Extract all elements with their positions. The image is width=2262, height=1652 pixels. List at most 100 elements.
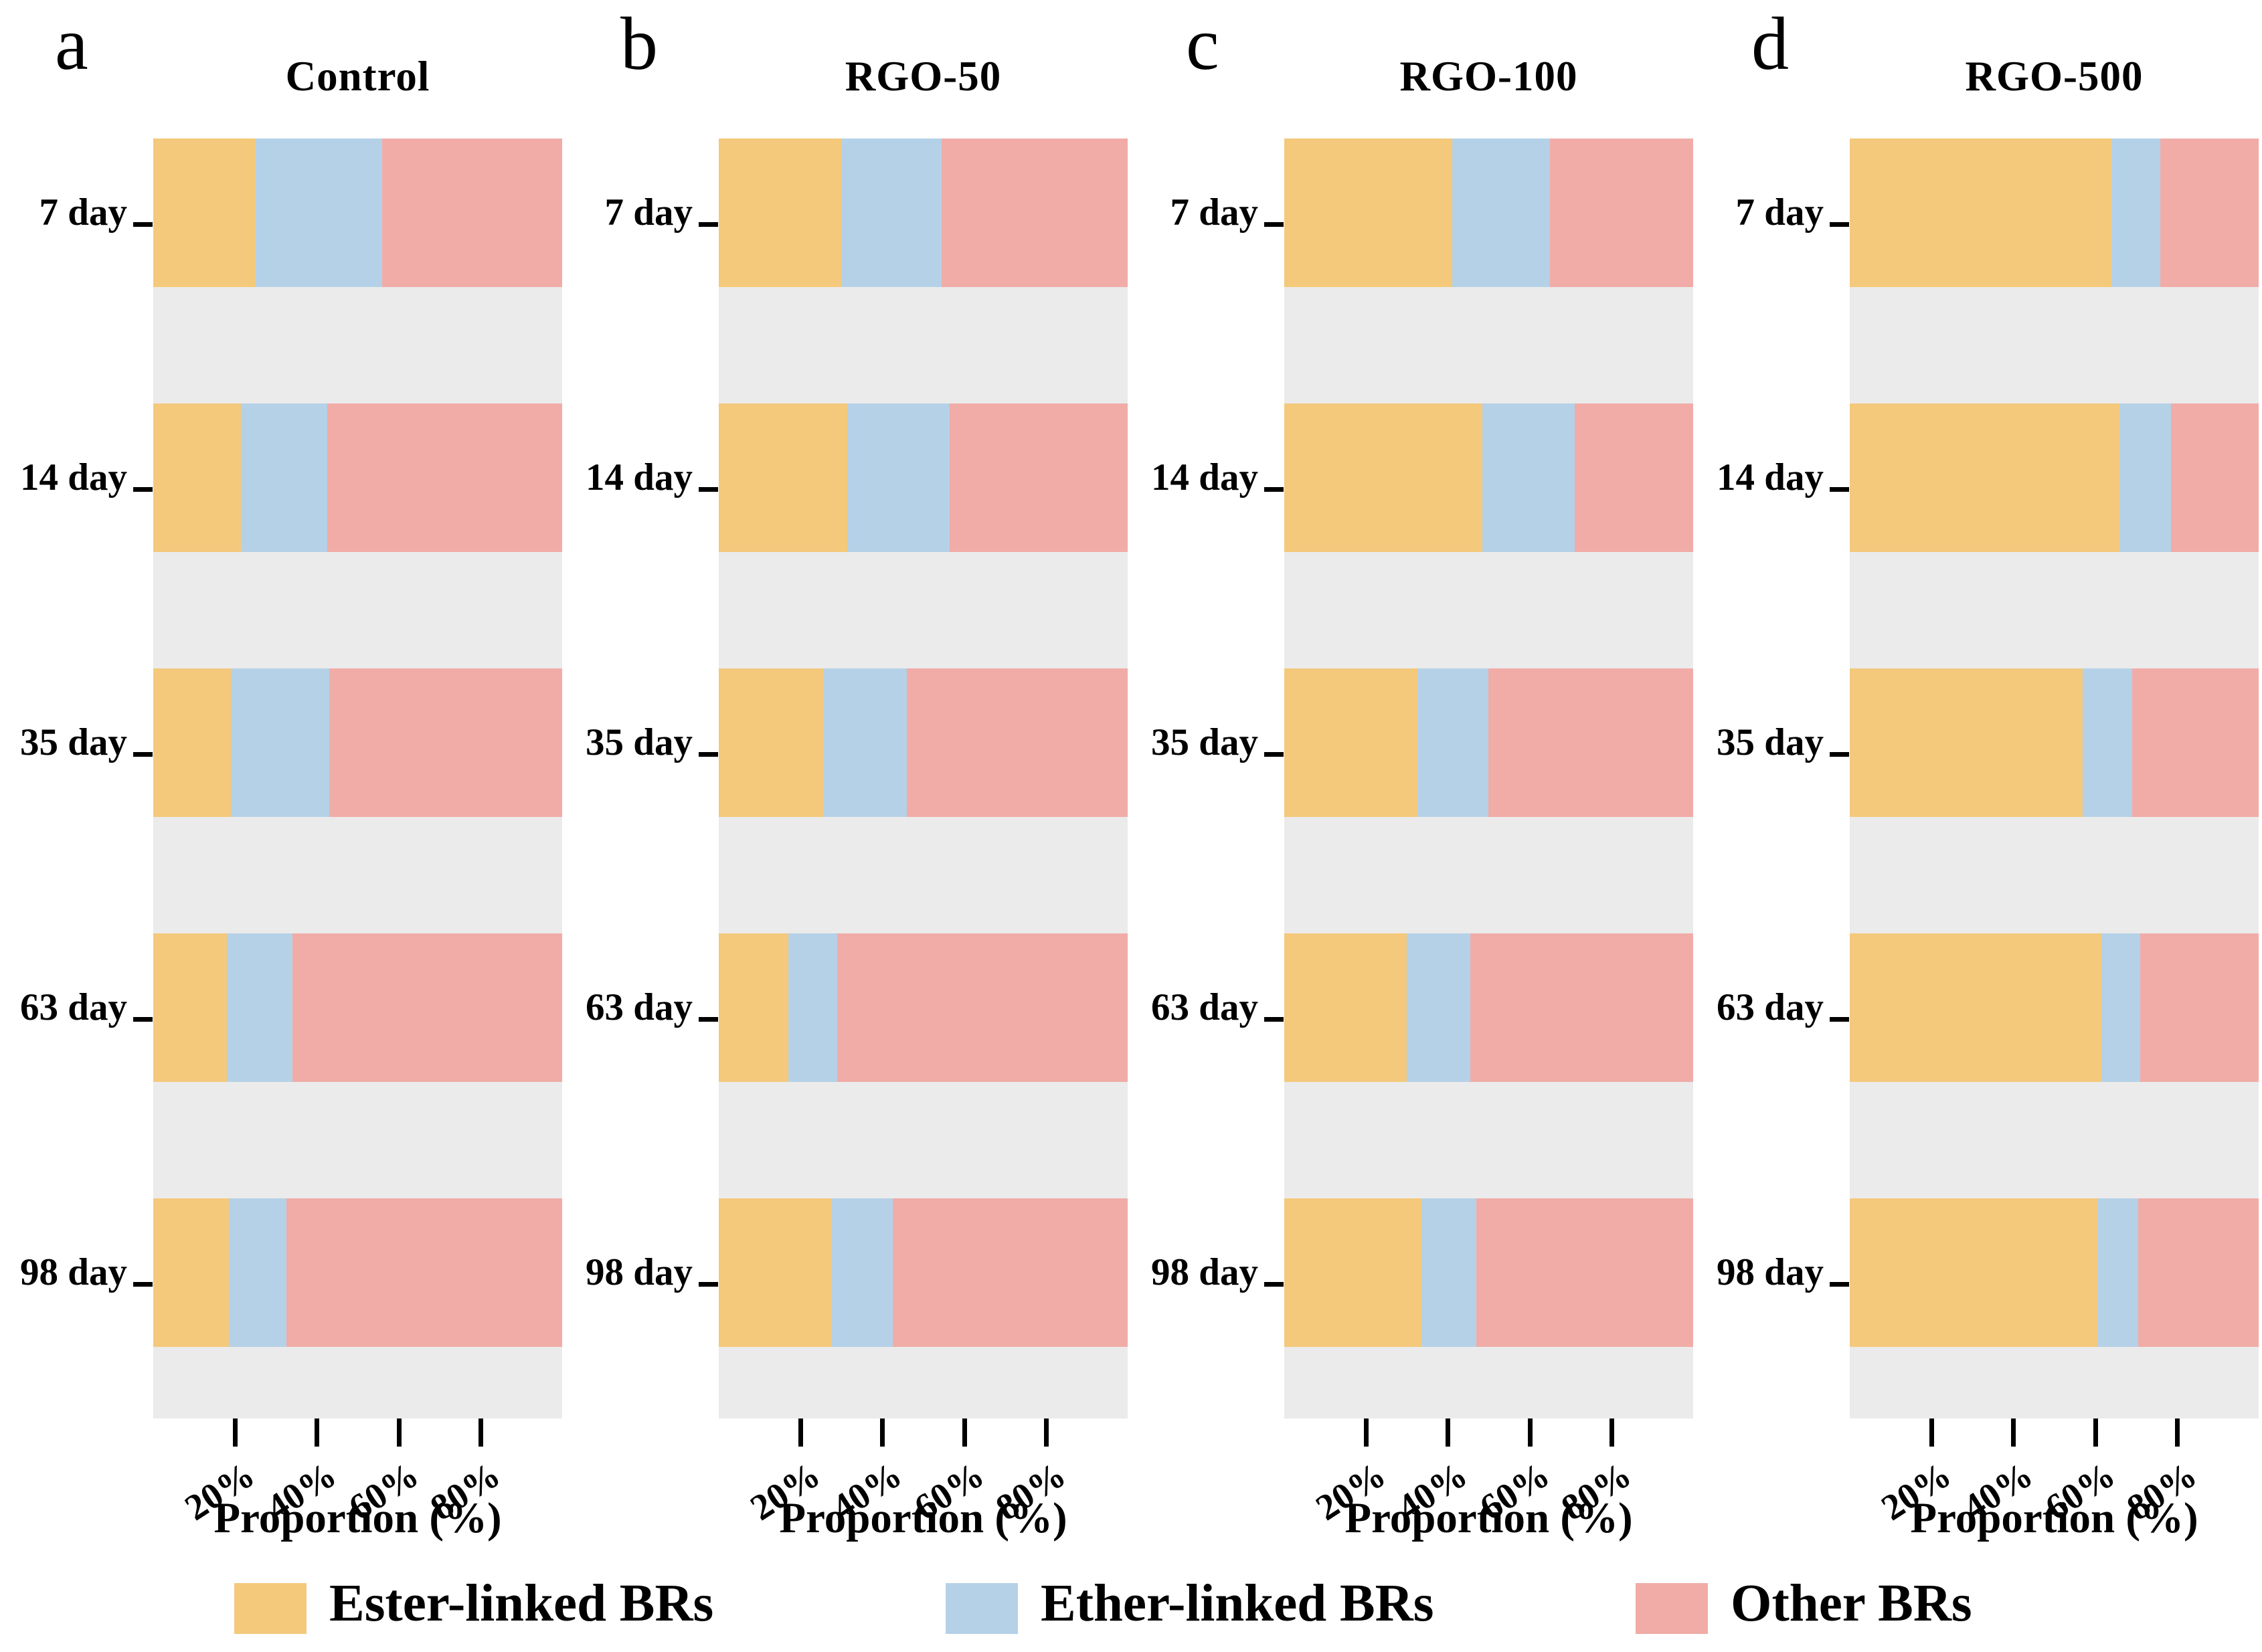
x-axis-tick-20 — [798, 1418, 804, 1447]
bar-segment-ether — [226, 933, 292, 1082]
bar-segment-ether — [1417, 668, 1489, 817]
bar-row-7-day — [153, 139, 562, 287]
legend-swatch-ester — [234, 1583, 307, 1634]
y-axis-tick — [1264, 487, 1284, 492]
y-axis-label-7-day: 7 day — [39, 191, 127, 234]
x-axis-title: Proportion (%) — [1344, 1494, 1633, 1542]
panel-title-c: RGO-100 — [1399, 53, 1578, 100]
y-axis-label-7-day: 7 day — [1735, 191, 1824, 234]
bar-segment-other — [327, 403, 562, 552]
bar-segment-ester — [1284, 403, 1483, 552]
x-axis-tick-20 — [1929, 1418, 1935, 1447]
row-gap — [1284, 552, 1693, 668]
bar-row-98-day — [1850, 1198, 2259, 1347]
bar-segment-ether — [241, 403, 327, 552]
y-axis-tick — [699, 1282, 718, 1287]
x-axis-title: Proportion (%) — [213, 1494, 502, 1542]
bar-row-35-day — [153, 668, 562, 817]
bar-segment-ether — [847, 403, 950, 552]
y-axis-label-98-day: 98 day — [1151, 1251, 1258, 1293]
bar-row-35-day — [719, 668, 1128, 817]
bar-segment-other — [2140, 933, 2259, 1082]
bar-segment-ester — [719, 139, 842, 287]
bar-row-14-day — [1284, 403, 1693, 552]
bar-segment-ether — [788, 933, 838, 1082]
y-axis-label-35-day: 35 day — [586, 721, 693, 763]
bar-row-35-day — [1850, 668, 2259, 817]
y-axis-label-98-day: 98 day — [586, 1251, 693, 1293]
y-axis-label-14-day: 14 day — [1717, 456, 1824, 498]
bar-segment-ester — [153, 1198, 230, 1347]
x-axis-tick-40 — [880, 1418, 885, 1447]
bar-segment-other — [2170, 403, 2259, 552]
bar-segment-other — [1488, 668, 1693, 817]
x-axis-tick-80 — [1609, 1418, 1614, 1447]
bar-segment-ester — [1850, 668, 2083, 817]
bar-segment-ether — [231, 668, 329, 817]
y-axis-tick — [699, 222, 718, 227]
bar-segment-other — [2138, 1198, 2259, 1347]
y-axis-label-63-day: 63 day — [1151, 986, 1258, 1028]
y-axis-tick — [1830, 1017, 1849, 1022]
y-axis-label-63-day: 63 day — [586, 986, 693, 1028]
bar-segment-other — [892, 1198, 1128, 1347]
bar-segment-ester — [1850, 1198, 2097, 1347]
plot-area-c — [1284, 139, 1693, 1418]
bar-segment-other — [329, 668, 562, 817]
bar-segment-ester — [153, 403, 242, 552]
plot-area-a — [153, 139, 562, 1418]
bar-segment-ester — [1850, 933, 2101, 1082]
bar-segment-other — [286, 1198, 562, 1347]
bar-segment-ester — [1284, 933, 1407, 1082]
bar-row-98-day — [1284, 1198, 1693, 1347]
legend-label-ether: Ether-linked BRs — [1041, 1574, 1434, 1633]
y-axis-tick — [1830, 487, 1849, 492]
panel-letter-a: a — [55, 3, 88, 86]
bar-segment-other — [1574, 403, 1693, 552]
x-axis-tick-80 — [2174, 1418, 2180, 1447]
y-axis-label-14-day: 14 day — [1151, 456, 1258, 498]
panel-title-a: Control — [285, 53, 430, 100]
panel-d: d RGO-500 7 day 14 day 35 day 63 day 98 day 20%… — [1696, 0, 2262, 1652]
y-axis-label-35-day: 35 day — [1717, 721, 1824, 763]
y-axis-tick — [1264, 752, 1284, 757]
y-axis-label-98-day: 98 day — [1717, 1251, 1824, 1293]
bar-row-7-day — [1284, 139, 1693, 287]
panel-title-d: RGO-500 — [1965, 53, 2144, 100]
bar-row-7-day — [1850, 139, 2259, 287]
legend-label-other: Other BRs — [1731, 1574, 1972, 1633]
bar-segment-ester — [1850, 403, 2120, 552]
y-axis-tick — [133, 1017, 153, 1022]
bar-row-63-day — [719, 933, 1128, 1082]
y-axis-label-7-day: 7 day — [1170, 191, 1258, 234]
row-gap — [719, 817, 1128, 933]
y-axis-tick — [133, 222, 153, 227]
plot-area-b — [719, 139, 1128, 1418]
y-axis-label-14-day: 14 day — [20, 456, 127, 498]
bar-segment-ether — [255, 139, 383, 287]
y-axis-tick — [1830, 222, 1849, 227]
bar-segment-ester — [719, 668, 823, 817]
bar-row-63-day — [1850, 933, 2259, 1082]
bar-segment-ester — [719, 1198, 832, 1347]
plot-bottom-strip — [1284, 1347, 1693, 1418]
bar-segment-ester — [153, 933, 227, 1082]
bar-segment-ether — [1452, 139, 1551, 287]
row-gap — [153, 817, 562, 933]
bar-segment-ester — [1850, 139, 2112, 287]
y-axis-tick — [1264, 1017, 1284, 1022]
bar-row-35-day — [1284, 668, 1693, 817]
y-axis-label-98-day: 98 day — [20, 1251, 127, 1293]
row-gap — [1284, 817, 1693, 933]
bar-segment-other — [292, 933, 562, 1082]
bar-segment-other — [1470, 933, 1693, 1082]
x-axis-tick-60 — [396, 1418, 402, 1447]
plot-bottom-strip — [153, 1347, 562, 1418]
bar-row-14-day — [1850, 403, 2259, 552]
panel-b: b RGO-50 7 day 14 day 35 day 63 day 98 day 20% 4… — [566, 0, 1131, 1652]
bar-segment-ether — [822, 668, 907, 817]
panel-letter-b: b — [620, 3, 658, 86]
bar-segment-ether — [2111, 139, 2161, 287]
bar-row-98-day — [719, 1198, 1128, 1347]
legend: Ester-linked BRs Ether-linked BRs Other … — [0, 1559, 2262, 1652]
